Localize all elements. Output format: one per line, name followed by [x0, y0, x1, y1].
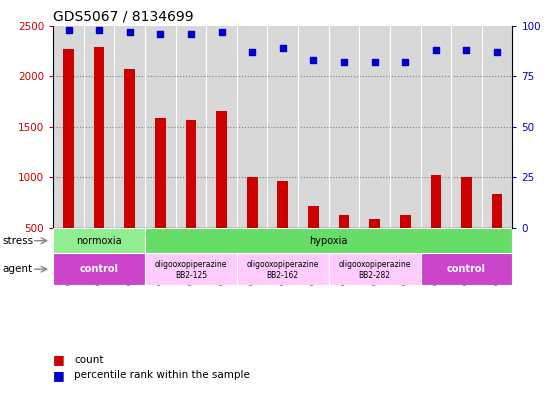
Bar	[492, 193, 502, 228]
Bar	[94, 47, 105, 228]
Point	[309, 57, 318, 63]
Point	[431, 47, 440, 53]
Text: BB2-282: BB2-282	[358, 271, 391, 280]
Bar	[298, 26, 329, 228]
Point	[462, 47, 471, 53]
Point	[64, 26, 73, 33]
Bar	[421, 26, 451, 228]
Bar	[84, 26, 114, 228]
Text: control: control	[447, 264, 486, 274]
Text: control: control	[80, 264, 119, 274]
Bar	[53, 228, 145, 253]
Bar	[461, 177, 472, 228]
Bar	[206, 26, 237, 228]
Bar	[185, 120, 197, 228]
Bar	[329, 26, 360, 228]
Point	[217, 28, 226, 35]
Bar	[360, 26, 390, 228]
Bar	[63, 49, 74, 228]
Bar	[216, 110, 227, 228]
Bar	[237, 26, 268, 228]
Bar	[155, 118, 166, 228]
Text: stress: stress	[3, 236, 34, 246]
Point	[278, 45, 287, 51]
Bar	[176, 26, 206, 228]
Bar	[268, 26, 298, 228]
Bar	[124, 68, 135, 228]
Point	[125, 28, 134, 35]
Bar	[53, 253, 145, 285]
Point	[95, 26, 104, 33]
Text: ■: ■	[53, 353, 65, 366]
Bar	[53, 26, 84, 228]
Text: percentile rank within the sample: percentile rank within the sample	[74, 370, 250, 380]
Text: BB2-125: BB2-125	[175, 271, 207, 280]
Bar	[237, 253, 329, 285]
Point	[401, 59, 410, 65]
Bar	[145, 253, 237, 285]
Bar	[145, 228, 512, 253]
Point	[248, 49, 256, 55]
Bar	[114, 26, 145, 228]
Point	[370, 59, 379, 65]
Bar	[431, 175, 441, 228]
Point	[186, 31, 195, 37]
Bar	[277, 182, 288, 228]
Text: oligooxopiperazine: oligooxopiperazine	[338, 260, 411, 269]
Bar	[329, 253, 421, 285]
Text: oligooxopiperazine: oligooxopiperazine	[246, 260, 319, 269]
Bar	[369, 219, 380, 228]
Point	[493, 49, 502, 55]
Bar	[400, 215, 410, 228]
Bar	[247, 177, 258, 228]
Text: oligooxopiperazine: oligooxopiperazine	[155, 260, 227, 269]
Text: count: count	[74, 354, 104, 365]
Text: normoxia: normoxia	[76, 236, 122, 246]
Bar	[308, 206, 319, 228]
Text: hypoxia: hypoxia	[310, 236, 348, 246]
Point	[339, 59, 348, 65]
Text: GDS5067 / 8134699: GDS5067 / 8134699	[53, 10, 194, 24]
Bar	[421, 253, 512, 285]
Text: agent: agent	[3, 264, 33, 274]
Text: ■: ■	[53, 369, 65, 382]
Text: BB2-162: BB2-162	[267, 271, 299, 280]
Bar	[451, 26, 482, 228]
Bar	[390, 26, 421, 228]
Bar	[339, 215, 349, 228]
Point	[156, 31, 165, 37]
Bar	[482, 26, 512, 228]
Bar	[145, 26, 176, 228]
